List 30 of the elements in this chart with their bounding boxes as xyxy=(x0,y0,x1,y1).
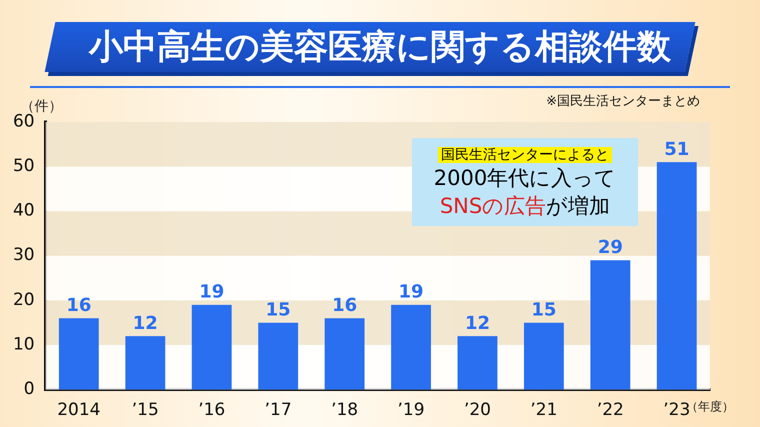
x-tick-label: ’22 xyxy=(596,400,624,420)
x-tick-label: ’15 xyxy=(132,400,159,420)
text: ※国民生活センターまとめ xyxy=(546,93,700,110)
data-label: 16 xyxy=(66,294,92,316)
annotation: 国民生活センターによると xyxy=(438,147,612,163)
y-tick-label: 10 xyxy=(12,334,35,354)
x-tick-label: ’17 xyxy=(264,400,292,420)
y-tick-label: 50 xyxy=(12,156,35,176)
y-tick-label: 20 xyxy=(12,290,35,310)
y-tick-label: 0 xyxy=(24,379,35,400)
annotation: SNSの広告 xyxy=(440,194,546,218)
y-tick-label: 30 xyxy=(12,245,35,266)
y-tick-label: 40 xyxy=(12,200,35,221)
x-tick-label: ’18 xyxy=(331,400,358,420)
x-tick-label: ’21 xyxy=(530,400,558,420)
x-tick-label: ’20 xyxy=(464,400,491,420)
x-tick-label: ’19 xyxy=(398,400,425,420)
data-label: 12 xyxy=(132,312,158,334)
x-tick-label: 2014 xyxy=(57,400,100,420)
data-label: 15 xyxy=(531,299,556,320)
data-label: 15 xyxy=(266,299,291,320)
data-label: 12 xyxy=(464,312,490,334)
annotation: 2000年代に入って xyxy=(432,165,618,192)
data-label: 16 xyxy=(332,294,358,316)
data-label: 51 xyxy=(664,138,690,160)
data-label: 29 xyxy=(598,236,623,258)
chart-title: 小中高生の美容医療に関する相談件数 xyxy=(87,26,672,69)
data-label: 19 xyxy=(199,282,224,303)
x-tick-label: ’16 xyxy=(198,400,226,420)
data-label: 19 xyxy=(398,282,424,303)
